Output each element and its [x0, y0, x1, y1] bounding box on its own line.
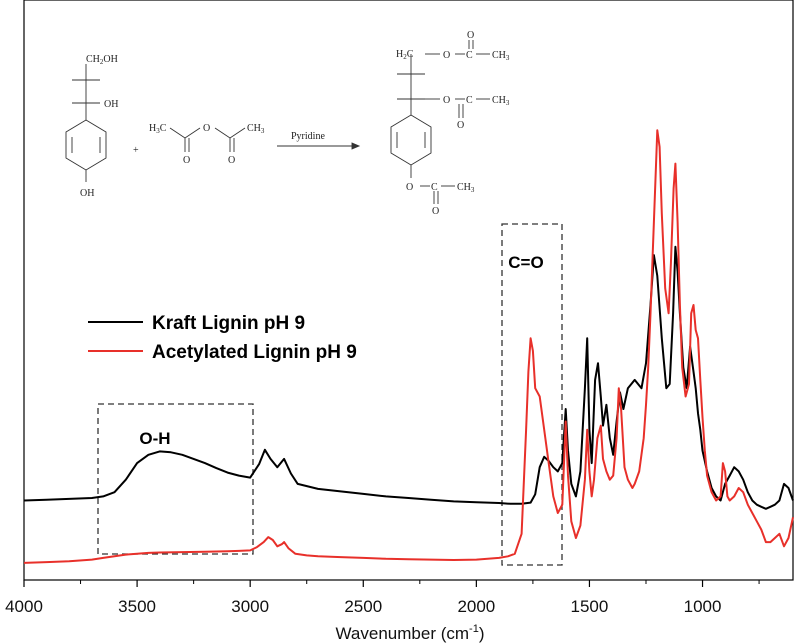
x-tick-label: 1000: [684, 597, 722, 616]
x-tick-label: 2500: [344, 597, 382, 616]
legend-label-acetylated: Acetylated Lignin pH 9: [152, 342, 357, 363]
x-tick-label: 2000: [457, 597, 495, 616]
svg-text:C: C: [466, 50, 473, 61]
svg-text:H3C: H3C: [149, 123, 167, 135]
oh-region-label: O-H: [139, 429, 170, 448]
svg-text:CH3: CH3: [492, 95, 510, 107]
x-tick-label: 1500: [571, 597, 609, 616]
reactant-lignin: [65, 64, 107, 182]
svg-text:O: O: [457, 120, 464, 131]
x-tick-label: 4000: [5, 597, 43, 616]
svg-text:O: O: [406, 182, 413, 193]
product-acetylated: [390, 40, 490, 204]
svg-text:C: C: [466, 95, 473, 106]
series-layer: [23, 129, 794, 564]
x-axis-ticks: 4000 3500 3000 2500 2000 1500 1000: [5, 580, 760, 616]
svg-text:C: C: [431, 182, 438, 193]
plot-frame: [23, 0, 794, 581]
legend: Kraft Lignin pH 9 Acetylated Lignin pH 9: [88, 313, 357, 363]
svg-text:O: O: [203, 123, 210, 134]
svg-text:CH3: CH3: [457, 182, 475, 194]
svg-text:OH: OH: [80, 188, 94, 199]
svg-text:O: O: [467, 30, 474, 41]
co-region-box: [501, 223, 563, 566]
reaction-scheme: [65, 40, 490, 204]
svg-text:+: +: [133, 145, 139, 156]
svg-text:O: O: [443, 50, 450, 61]
svg-text:O: O: [228, 155, 235, 166]
svg-text:OH: OH: [104, 99, 118, 110]
x-tick-label: 3000: [231, 597, 269, 616]
x-tick-label: 3500: [118, 597, 156, 616]
svg-text:O: O: [432, 206, 439, 217]
series-line-kraft: [23, 245, 794, 510]
legend-label-kraft: Kraft Lignin pH 9: [152, 313, 305, 334]
svg-text:CH3: CH3: [247, 123, 265, 135]
svg-text:O: O: [443, 95, 450, 106]
oh-region-box: [97, 403, 254, 555]
x-axis-title: Wavenumber (cm-1): [336, 623, 485, 643]
reaction-scheme-text: CH2OH OH OH H3C O CH3 O O + Pyridine H2C…: [80, 30, 510, 217]
svg-text:Pyridine: Pyridine: [291, 131, 325, 142]
svg-text:H2C: H2C: [396, 49, 414, 61]
svg-text:CH3: CH3: [492, 50, 510, 62]
svg-text:CH2OH: CH2OH: [86, 54, 118, 66]
svg-text:O: O: [183, 155, 190, 166]
series-line-acetylated: [23, 129, 794, 564]
reactant-anhydride: [169, 127, 246, 152]
co-region-label: C=O: [508, 253, 543, 272]
